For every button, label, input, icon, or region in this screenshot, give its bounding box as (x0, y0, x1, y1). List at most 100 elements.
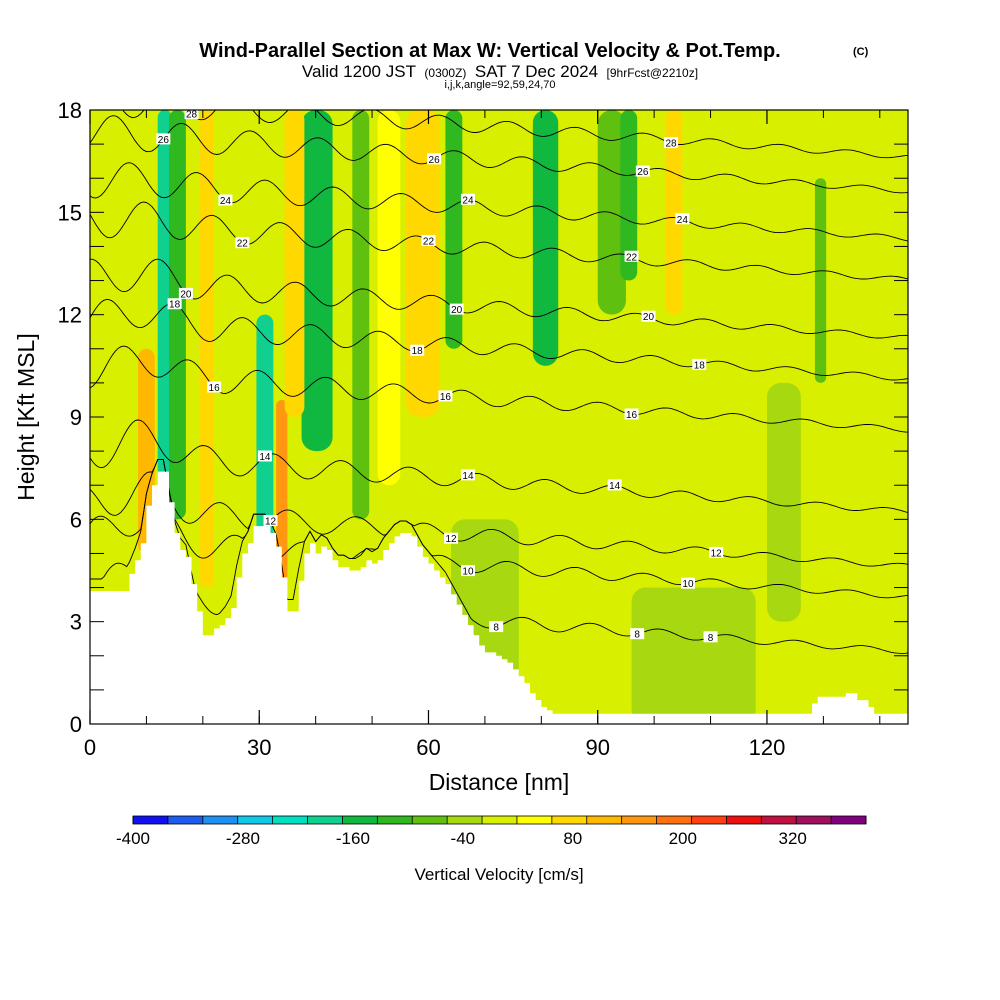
contour-label-8: 8 (634, 630, 640, 641)
y-tick-label: 9 (70, 405, 82, 430)
contour-label-bg (444, 532, 459, 544)
colorbar-swatch (342, 816, 378, 824)
colorbar-swatch (726, 816, 762, 824)
contour-label-bg (235, 237, 250, 249)
colorbar: -400 -280 -160 -40 80 200 320 (116, 815, 867, 848)
velocity-region-2 (137, 348, 155, 554)
contour-label-bg (675, 213, 690, 225)
y-tick-label: 0 (70, 712, 82, 737)
theta-contour-20 (90, 258, 908, 339)
theta-contour-22 (90, 201, 908, 280)
contour-label-bg (449, 303, 464, 315)
contour-label-bg (167, 298, 182, 310)
colorbar-swatch (237, 816, 274, 824)
x-axis: 0 30 60 90 120 (84, 110, 881, 760)
colorbar-swatch (133, 816, 169, 824)
contour-label-28: 28 (186, 110, 198, 121)
x-axis-label: Distance [nm] (429, 769, 570, 795)
contour-label-10: 10 (682, 579, 694, 590)
x-tick-label: 120 (749, 735, 786, 760)
velocity-region-3 (200, 110, 215, 588)
contour-label-bg (207, 381, 222, 393)
theta-contour-18 (90, 298, 908, 381)
contour-label-bg (641, 310, 656, 322)
chart-params: i,j,k,angle=92,59,24,70 (444, 79, 555, 91)
contour-label-12: 12 (265, 517, 277, 528)
x-tick-label: 60 (416, 735, 440, 760)
x-tick-label: 90 (585, 735, 609, 760)
theta-contour-12 (90, 459, 908, 567)
contour-label-bg (421, 234, 436, 246)
contour-label-18: 18 (412, 346, 424, 357)
colorbar-swatch (307, 816, 343, 824)
contour-label-22: 22 (626, 252, 638, 263)
contour-label-22: 22 (423, 236, 435, 247)
contour-label-bg (427, 153, 442, 165)
contour-label-8: 8 (493, 623, 499, 634)
theta-contour-26 (90, 115, 908, 194)
velocity-region-0 (157, 110, 172, 486)
colorbar-tick-label: 80 (563, 829, 582, 848)
colorbar-swatch (167, 816, 204, 824)
chart-subtitle: Valid 1200 JST (0300Z) SAT 7 Dec 2024 [9… (302, 62, 698, 81)
colorbar-swatch (516, 816, 553, 824)
colorbar-tick-label: -400 (116, 829, 150, 848)
y-tick-label: 18 (58, 98, 82, 123)
colorbar-swatch (656, 816, 692, 824)
contour-label-8: 8 (708, 633, 714, 644)
colorbar-label: Vertical Velocity [cm/s] (414, 865, 583, 884)
contour-label-24: 24 (677, 215, 689, 226)
contour-label-bg (709, 546, 724, 558)
contour-label-12: 12 (711, 548, 723, 559)
velocity-region-10 (405, 110, 440, 417)
theta-contour-10 (90, 459, 908, 599)
colorbar-tick-label: -160 (336, 829, 370, 848)
contour-label-bg (607, 479, 622, 491)
contour-label-28: 28 (665, 139, 677, 150)
colorbar-tick-label: -40 (451, 829, 476, 848)
velocity-region-4 (256, 314, 274, 554)
y-tick-label: 12 (58, 303, 82, 328)
colorbar-swatch (272, 816, 309, 824)
contour-label-bg (624, 250, 639, 262)
theta-contours (90, 110, 908, 654)
contour-label-26: 26 (158, 135, 170, 146)
contour-label-bg (218, 194, 233, 206)
colorbar-swatch (202, 816, 239, 824)
colorbar-swatch (412, 816, 448, 824)
subtitle-zulu: (0300Z) (424, 66, 466, 80)
contour-label-26: 26 (429, 155, 441, 166)
subtitle-valid: Valid 1200 JST (302, 62, 416, 81)
x-tick-label: 0 (84, 735, 96, 760)
contour-label-bg (156, 133, 171, 145)
contour-label-10: 10 (462, 567, 474, 578)
colorbar-swatch (551, 816, 588, 824)
contour-label-18: 18 (169, 300, 181, 311)
velocity-region-20 (631, 587, 756, 724)
contour-label-14: 14 (462, 471, 474, 482)
velocity-region-13 (532, 110, 559, 366)
colorbar-swatch (621, 816, 658, 824)
contour-label-14: 14 (259, 452, 271, 463)
contour-label-bg (257, 450, 272, 462)
contour-label-bg (635, 165, 650, 177)
colorbar-swatch (831, 816, 867, 824)
chart-title: Wind-Parallel Section at Max W: Vertical… (199, 40, 780, 62)
theta-contour-16 (90, 345, 908, 433)
contour-label-bg (460, 193, 475, 205)
y-tick-label: 3 (70, 610, 82, 635)
svg-text:Valid 1200 JST (0300Z): Valid 1200 JST (0300Z) SAT 7 Dec 2024 [9… (302, 62, 698, 81)
contour-label-22: 22 (237, 239, 249, 250)
contour-label-18: 18 (694, 360, 706, 371)
contour-label-24: 24 (220, 196, 232, 207)
contour-label-20: 20 (451, 305, 463, 316)
contour-label-bg (489, 621, 504, 633)
contour-label-14: 14 (609, 481, 621, 492)
y-tick-label: 6 (70, 507, 82, 532)
velocity-region-8 (352, 110, 370, 520)
contour-label-bg (438, 390, 453, 402)
velocity-region-7 (284, 110, 305, 417)
colorbar-swatch (796, 816, 832, 824)
